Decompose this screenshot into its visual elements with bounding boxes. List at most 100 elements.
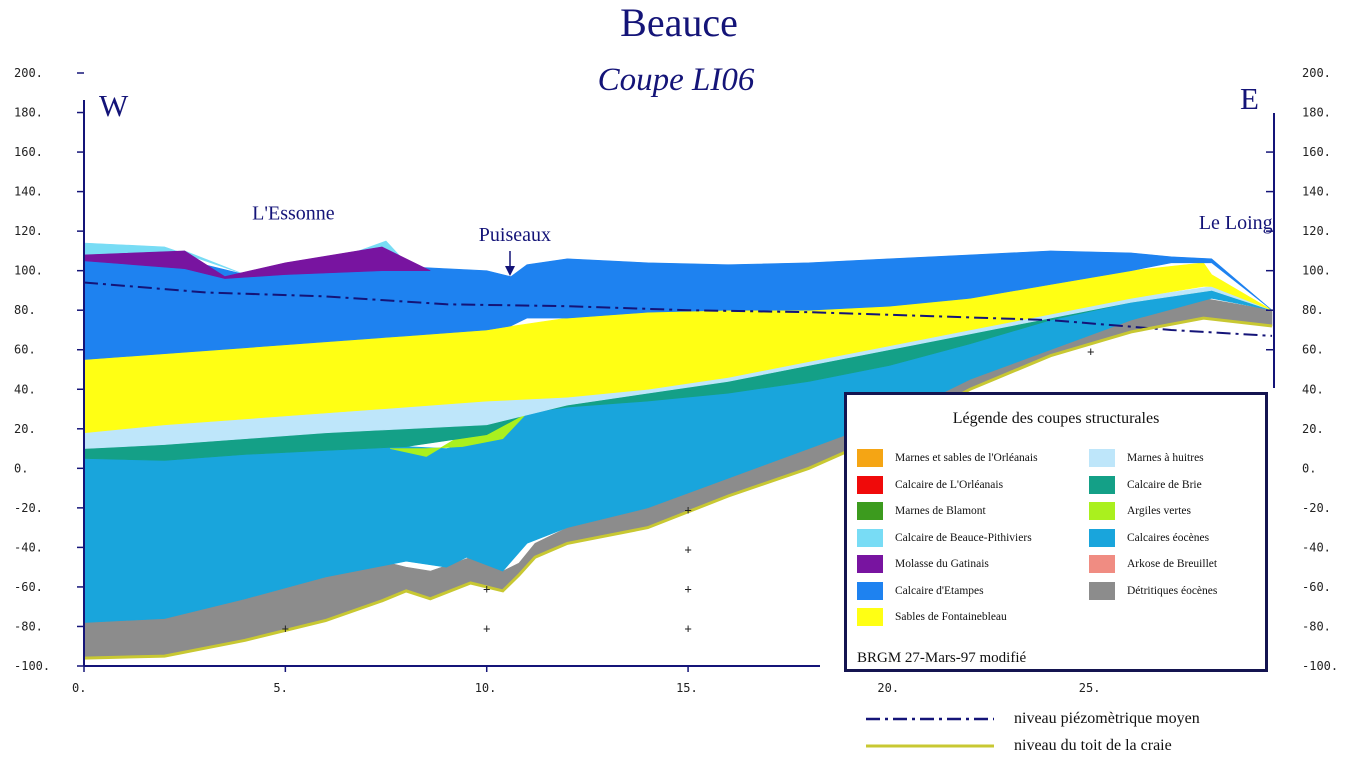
y-tick-label-left: 160. xyxy=(14,145,43,159)
x-tick-label: 5. xyxy=(273,681,287,695)
y-tick-label-right: 80. xyxy=(1302,303,1324,317)
place-puiseaux: Puiseaux xyxy=(479,224,551,246)
survey-plus-marker: + xyxy=(684,582,691,596)
legend-item-detritiques-eocenes: Détritiques éocènes xyxy=(1089,581,1218,600)
geologic-layers xyxy=(83,240,1273,659)
survey-plus-marker: + xyxy=(483,621,490,635)
legend-swatch xyxy=(1089,502,1115,520)
legend-label: Calcaire de L'Orléanais xyxy=(895,478,1004,491)
west-label: W xyxy=(99,88,129,123)
key-chalk-top-label: niveau du toit de la craie xyxy=(1014,737,1172,754)
x-tick-label: 15. xyxy=(676,681,698,695)
legend-item-molasse-du-gatinais: Molasse du Gatinais xyxy=(857,555,989,573)
y-tick-label-left: 180. xyxy=(14,106,43,120)
place-labels: L'Essonne Puiseaux Le Loing xyxy=(252,202,1273,246)
layer-sables-de-fontainebleau xyxy=(83,262,1273,434)
survey-plus-marker: + xyxy=(282,621,289,635)
legend-label: Marnes et sables de l'Orléanais xyxy=(895,452,1038,464)
y-tick-label-left: 200. xyxy=(14,66,43,80)
legend-title: Légende des coupes structurales xyxy=(952,410,1160,427)
y-tick-label-left: -60. xyxy=(14,580,43,594)
legend-item-calcaire-de-beauce-pithiviers: Calcaire de Beauce-Pithiviers xyxy=(857,528,1032,547)
y-tick-label-left: 0. xyxy=(14,461,28,475)
legend-label: Marnes de Blamont xyxy=(895,505,986,517)
y-tick-label-left: 140. xyxy=(14,185,43,199)
survey-plus-marker: + xyxy=(684,542,691,556)
y-tick-label-right: -20. xyxy=(1302,501,1331,515)
legend-credit: BRGM 27-Mars-97 modifié xyxy=(857,650,1027,666)
y-tick-label-right: 180. xyxy=(1302,106,1331,120)
y-tick-label-right: 200. xyxy=(1302,66,1331,80)
legend-item-marnes-a-huitres: Marnes à huitres xyxy=(1089,449,1204,467)
y-tick-label-right: 40. xyxy=(1302,382,1324,396)
legend-swatch xyxy=(857,608,883,626)
y-tick-label-right: 60. xyxy=(1302,343,1324,357)
x-tick-label: 20. xyxy=(877,681,899,695)
y-tick-label-right: 140. xyxy=(1302,185,1331,199)
legend-swatch xyxy=(1089,555,1115,573)
legend-label: Sables de Fontainebleau xyxy=(895,611,1007,623)
legend-label: Molasse du Gatinais xyxy=(895,558,989,570)
level-lines xyxy=(83,281,1273,660)
legend-item-calcaires-eocenes: Calcaires éocènes xyxy=(1089,528,1210,547)
legend-label: Calcaire de Brie xyxy=(1127,478,1202,491)
figure-title: Beauce xyxy=(620,0,738,45)
puiseaux-arrow-head xyxy=(505,266,515,276)
legend-label: Calcaires éocènes xyxy=(1127,531,1210,544)
legend-item-calcaire-d-etampes: Calcaire d'Etampes xyxy=(857,581,984,600)
legend-label: Arkose de Breuillet xyxy=(1127,558,1218,570)
legend-label: Détritiques éocènes xyxy=(1127,584,1218,597)
legend-item-calcaire-de-brie: Calcaire de Brie xyxy=(1089,475,1202,494)
key-piezometric-label: niveau piézomètrique moyen xyxy=(1014,710,1200,727)
y-tick-label-right: 160. xyxy=(1302,145,1331,159)
y-tick-label-right: 100. xyxy=(1302,264,1331,278)
legend-label: Argiles vertes xyxy=(1127,505,1191,517)
y-tick-label-left: -100. xyxy=(14,659,50,673)
y-tick-label-left: -40. xyxy=(14,540,43,554)
legend-item-marnes-de-blamont: Marnes de Blamont xyxy=(857,502,986,520)
y-tick-label-left: 80. xyxy=(14,303,36,317)
line-niveau-du-toit-de-la-craie xyxy=(83,316,1273,660)
survey-markers: + + + + + + + + xyxy=(282,345,1095,636)
tick-labels: 200. 200. 180. 180. 160. 160. 140. 140. 120. 120.… xyxy=(14,66,1338,695)
y-tick-label-right: 120. xyxy=(1302,224,1331,238)
line-niveau-piezometrique-moyen xyxy=(83,281,1273,337)
figure-subtitle: Coupe LI06 xyxy=(598,62,755,98)
y-tick-label-left: 20. xyxy=(14,422,36,436)
y-tick-label-left: 40. xyxy=(14,382,36,396)
y-tick-label-left: -20. xyxy=(14,501,43,515)
y-tick-label-left: -80. xyxy=(14,619,43,633)
y-tick-label-right: 0. xyxy=(1302,461,1316,475)
layer-molasse-du-gatinais xyxy=(83,246,431,279)
legend-swatch xyxy=(1089,581,1115,600)
legend-item-argiles-vertes: Argiles vertes xyxy=(1089,502,1191,520)
survey-plus-marker: + xyxy=(684,503,691,517)
survey-plus-marker: + xyxy=(1087,345,1094,359)
legend-item-calcaire-de-l-orleanais: Calcaire de L'Orléanais xyxy=(857,475,1004,494)
x-tick-label: 0. xyxy=(72,681,86,695)
place-l-essonne: L'Essonne xyxy=(252,202,335,224)
legend-label: Calcaire d'Etampes xyxy=(895,584,984,597)
legend-swatch xyxy=(857,475,883,494)
legend-swatch xyxy=(857,528,883,547)
legend-item-sables-de-fontainebleau: Sables de Fontainebleau xyxy=(857,608,1007,626)
x-tick-label: 25. xyxy=(1079,681,1101,695)
y-tick-label-left: 60. xyxy=(14,343,36,357)
east-label: E xyxy=(1240,81,1259,116)
y-tick-label-left: 120. xyxy=(14,224,43,238)
key-piezometric-line xyxy=(866,717,994,721)
legend-swatch xyxy=(857,502,883,520)
key-piezometric: niveau piézomètrique moyen xyxy=(866,708,1200,730)
survey-plus-marker: + xyxy=(483,582,490,596)
legend-label: Calcaire de Beauce-Pithiviers xyxy=(895,531,1032,544)
legend-swatch xyxy=(857,581,883,600)
legend: Légende des coupes structurales Marnes e… xyxy=(844,392,1268,672)
x-tick-label: 10. xyxy=(475,681,497,695)
y-tick-label-left: 100. xyxy=(14,264,43,278)
layer-calcaire-d-etampes xyxy=(83,250,1273,360)
y-tick-label-right: -100. xyxy=(1302,659,1338,673)
legend-swatch xyxy=(1089,475,1115,494)
key-chalk-top: niveau du toit de la craie xyxy=(866,735,1172,757)
legend-item-arkose-de-breuillet: Arkose de Breuillet xyxy=(1089,555,1217,573)
